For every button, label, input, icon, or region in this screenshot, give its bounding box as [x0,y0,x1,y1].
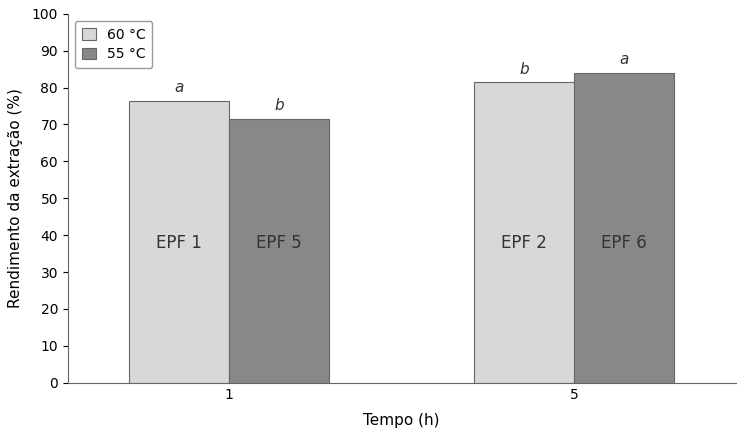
Text: EPF 6: EPF 6 [601,234,647,252]
Bar [574,73,675,383]
X-axis label: Tempo (h): Tempo (h) [364,412,440,428]
Text: a: a [174,80,184,95]
Bar [229,119,330,383]
Y-axis label: Rendimento da extração (%): Rendimento da extração (%) [8,89,23,308]
Text: b: b [519,61,529,77]
Bar [474,82,574,383]
Text: EPF 2: EPF 2 [501,234,547,252]
Text: EPF 5: EPF 5 [257,234,302,252]
Bar [129,101,229,383]
Text: EPF 1: EPF 1 [156,234,202,252]
Legend: 60 °C, 55 °C: 60 °C, 55 °C [74,21,153,68]
Text: a: a [620,52,629,67]
Text: b: b [275,99,284,113]
